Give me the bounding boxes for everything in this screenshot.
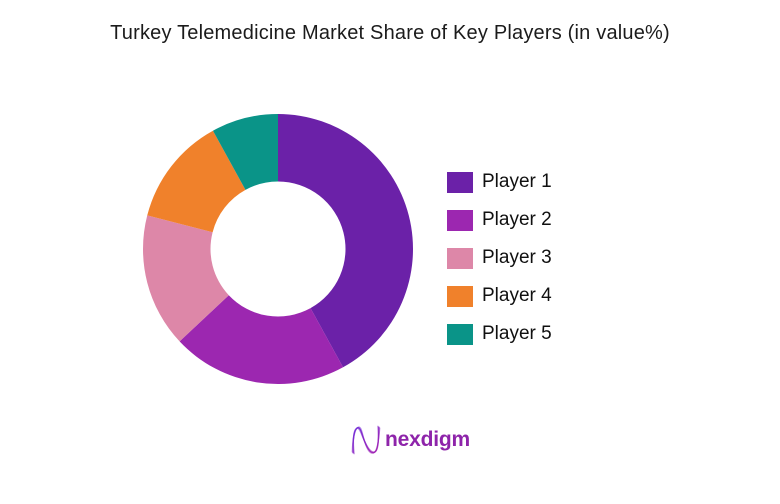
- brand-name: nexdigm: [385, 428, 470, 451]
- legend-swatch-player-3: [447, 247, 473, 269]
- legend-item-player-5: Player 5: [447, 323, 552, 345]
- donut-segment-player-2: [179, 295, 344, 384]
- legend-label-player-1: Player 1: [482, 171, 552, 192]
- donut-segment-player-1: [278, 114, 414, 368]
- legend-label-player-4: Player 4: [482, 285, 552, 306]
- donut-chart: [143, 114, 414, 384]
- legend-label-player-2: Player 2: [482, 209, 552, 230]
- chart-title: Turkey Telemedicine Market Share of Key …: [110, 22, 670, 44]
- legend-item-player-4: Player 4: [447, 285, 552, 307]
- legend-item-player-2: Player 2: [447, 209, 552, 231]
- legend-item-player-1: Player 1: [447, 171, 552, 193]
- donut-segment-player-4: [147, 130, 246, 233]
- legend-item-player-3: Player 3: [447, 247, 552, 269]
- legend-swatch-player-1: [447, 171, 473, 193]
- legend: Player 1 Player 2 Player 3 Player 4 Play…: [447, 171, 552, 361]
- donut-segment-player-5: [212, 114, 278, 190]
- brand-logo: nexdigm: [351, 424, 470, 456]
- legend-swatch-player-2: [447, 209, 473, 231]
- nexdigm-logo-icon: [351, 425, 381, 455]
- legend-label-player-5: Player 5: [482, 323, 552, 344]
- legend-swatch-player-4: [447, 285, 473, 307]
- donut-segment-player-3: [143, 215, 229, 342]
- legend-swatch-player-5: [447, 323, 473, 345]
- legend-label-player-3: Player 3: [482, 247, 552, 268]
